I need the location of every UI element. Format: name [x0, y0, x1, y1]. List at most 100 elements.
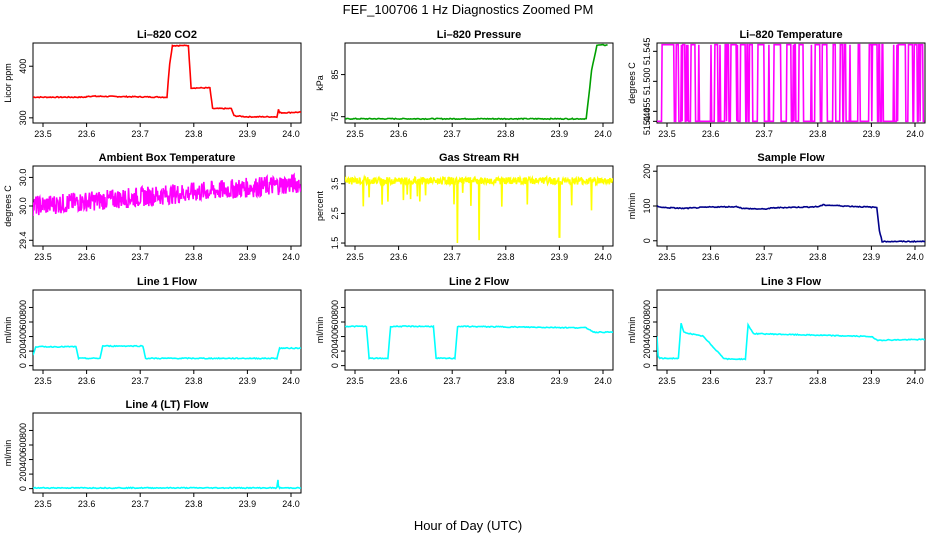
panel-title: Line 2 Flow [449, 276, 509, 288]
y-tick-label: 51.440 [642, 108, 652, 136]
y-tick-label: 100 [642, 198, 652, 213]
x-tick-label: 23.8 [497, 376, 515, 386]
x-tick-label: 23.8 [809, 252, 827, 262]
y-tick-label: 400 [330, 329, 340, 344]
series-line [345, 43, 608, 121]
x-tick-label: 23.6 [78, 499, 96, 509]
chart-panel: Li–820 Pressure 23.5 23.6 23.7 23.8 23.9 24.0 7… [315, 29, 614, 139]
x-tick-label: 23.6 [390, 376, 408, 386]
series-line [33, 172, 301, 216]
x-tick-label: 23.8 [809, 376, 827, 386]
x-tick-label: 24.0 [282, 376, 300, 386]
x-tick-label: 23.8 [185, 376, 203, 386]
x-tick-label: 23.5 [34, 129, 52, 139]
panel-title: Ambient Box Temperature [99, 152, 236, 164]
series-line [33, 344, 301, 361]
x-tick-label: 23.6 [702, 252, 720, 262]
chart-panel: Li–820 Temperature 23.5 23.6 23.7 23.8 23.9 24… [627, 29, 926, 139]
y-axis-label: percent [315, 190, 325, 221]
plot-frame [32, 412, 302, 494]
plot-frame [344, 165, 614, 247]
y-tick-label: 0 [18, 486, 28, 491]
panel-title: Line 1 Flow [137, 276, 197, 288]
plot-frame [32, 42, 302, 124]
x-tick-label: 23.6 [78, 376, 96, 386]
y-tick-label: 3.5 [330, 178, 340, 191]
x-tick-label: 23.8 [185, 129, 203, 139]
x-tick-label: 23.8 [497, 252, 515, 262]
x-tick-label: 23.7 [443, 376, 461, 386]
y-axis-label: ml/min [3, 317, 13, 344]
x-tick-label: 23.5 [34, 376, 52, 386]
chart-panel: Gas Stream RH 23.5 23.6 23.7 23.8 23.9 24.0 1.5… [315, 152, 614, 262]
x-tick-label: 23.8 [185, 499, 203, 509]
y-tick-label: 200 [18, 467, 28, 482]
panel-title: Li–820 Pressure [437, 29, 521, 41]
plot-frame [656, 289, 926, 371]
y-tick-label: 75 [330, 112, 340, 122]
x-tick-label: 23.9 [551, 376, 569, 386]
y-axis-label: ml/min [3, 440, 13, 467]
x-tick-label: 23.6 [390, 252, 408, 262]
x-tick-label: 23.5 [34, 499, 52, 509]
y-axis-label: kPa [315, 75, 325, 91]
y-tick-label: 600 [642, 314, 652, 329]
y-tick-label: 200 [18, 344, 28, 359]
y-tick-label: 400 [18, 452, 28, 467]
y-tick-label: 600 [18, 314, 28, 329]
y-axis-label: degrees C [3, 185, 13, 227]
chart-panel: Li–820 CO2 23.5 23.6 23.7 23.8 23.9 24.0 300 400… [3, 29, 302, 139]
y-axis-label: degrees C [627, 62, 637, 104]
y-tick-label: 400 [18, 329, 28, 344]
y-tick-label: 200 [642, 164, 652, 179]
x-tick-label: 23.8 [185, 252, 203, 262]
x-tick-label: 23.7 [131, 129, 149, 139]
y-tick-label: 0 [642, 238, 652, 243]
y-tick-label: 800 [18, 423, 28, 438]
y-tick-label: 0 [330, 363, 340, 368]
x-tick-label: 24.0 [282, 129, 300, 139]
x-tick-label: 23.7 [131, 499, 149, 509]
y-tick-label: 600 [330, 314, 340, 329]
panel-title: Line 3 Flow [761, 276, 821, 288]
x-tick-label: 23.8 [809, 129, 827, 139]
series-line [33, 479, 301, 490]
y-axis-label: ml/min [627, 317, 637, 344]
x-tick-label: 23.6 [78, 129, 96, 139]
y-tick-label: 300 [18, 110, 28, 125]
x-tick-label: 23.9 [551, 252, 569, 262]
x-tick-label: 23.6 [702, 376, 720, 386]
x-tick-label: 24.0 [594, 129, 612, 139]
x-tick-label: 23.9 [239, 129, 257, 139]
series-line [345, 324, 613, 360]
x-tick-label: 23.9 [551, 129, 569, 139]
x-tick-label: 23.7 [755, 252, 773, 262]
panel-grid: Li–820 CO2 23.5 23.6 23.7 23.8 23.9 24.0 300 400… [3, 29, 926, 509]
y-tick-label: 600 [18, 437, 28, 452]
y-tick-label: 800 [642, 300, 652, 315]
y-tick-label: 200 [330, 344, 340, 359]
plot-frame [32, 289, 302, 371]
y-tick-label: 29.4 [18, 232, 28, 250]
plot-frame [656, 165, 926, 247]
y-tick-label: 51.500 [642, 68, 652, 96]
panel-title: Li–820 CO2 [137, 29, 197, 41]
y-tick-label: 400 [642, 329, 652, 344]
y-axis-label: Licor ppm [3, 63, 13, 103]
x-tick-label: 23.6 [390, 129, 408, 139]
panel-title: Gas Stream RH [439, 152, 519, 164]
chart-panel: Ambient Box Temperature 23.5 23.6 23.7 23.8 2… [3, 152, 302, 262]
plot-frame [656, 42, 926, 124]
x-tick-label: 23.9 [239, 376, 257, 386]
series-line [657, 43, 925, 123]
chart-panel: Line 1 Flow 23.5 23.6 23.7 23.8 23.9 24.0 0 2004… [3, 276, 302, 386]
figure-x-axis-label: Hour of Day (UTC) [414, 518, 522, 533]
y-tick-label: 2.5 [330, 207, 340, 220]
x-tick-label: 23.7 [443, 252, 461, 262]
y-tick-label: 1.5 [330, 237, 340, 250]
x-tick-label: 23.7 [131, 376, 149, 386]
x-tick-label: 24.0 [906, 376, 924, 386]
x-tick-label: 24.0 [282, 499, 300, 509]
y-tick-label: 30.0 [18, 197, 28, 215]
